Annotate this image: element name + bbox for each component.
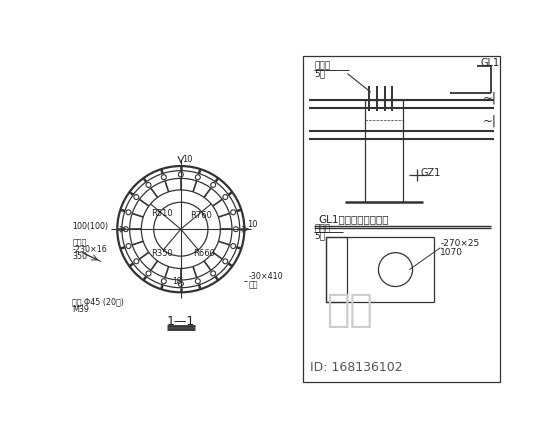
- Text: 板材: 板材: [248, 280, 258, 289]
- Bar: [326, 237, 434, 302]
- Text: R660: R660: [193, 249, 215, 258]
- Text: R350: R350: [151, 249, 173, 258]
- Text: 18: 18: [172, 277, 181, 286]
- Text: R760: R760: [190, 211, 212, 220]
- Text: GZ1: GZ1: [421, 168, 441, 178]
- Text: -30×410: -30×410: [248, 273, 283, 281]
- Bar: [326, 237, 347, 302]
- Text: 5块: 5块: [314, 231, 325, 240]
- Text: 连接板: 连接板: [314, 62, 330, 70]
- Text: 10: 10: [247, 220, 257, 229]
- Text: -270×25: -270×25: [441, 239, 480, 247]
- Text: 1070: 1070: [441, 248, 464, 257]
- Bar: [302, 56, 500, 382]
- Text: 100(100): 100(100): [72, 222, 109, 230]
- Text: 知末: 知末: [326, 291, 372, 329]
- Text: ~|: ~|: [483, 115, 497, 128]
- Text: 1—1: 1—1: [167, 315, 195, 328]
- Text: -230×16: -230×16: [72, 246, 107, 254]
- Text: GL1与锂柱连接示意图: GL1与锂柱连接示意图: [318, 214, 389, 224]
- Text: 350: 350: [72, 253, 87, 261]
- Text: 10: 10: [183, 155, 193, 164]
- Text: M39: M39: [72, 305, 90, 314]
- Text: 冲展度: 冲展度: [72, 239, 87, 247]
- Bar: [365, 100, 403, 202]
- Text: ID: 168136102: ID: 168136102: [310, 361, 403, 374]
- Text: R510: R510: [151, 209, 173, 218]
- Text: GL1: GL1: [480, 58, 500, 68]
- Text: 连接板: 连接板: [314, 225, 330, 233]
- Text: ~|: ~|: [483, 92, 497, 105]
- Text: 5块: 5块: [314, 69, 325, 78]
- Text: 螺栌,Φ45 (20个): 螺栌,Φ45 (20个): [72, 297, 124, 306]
